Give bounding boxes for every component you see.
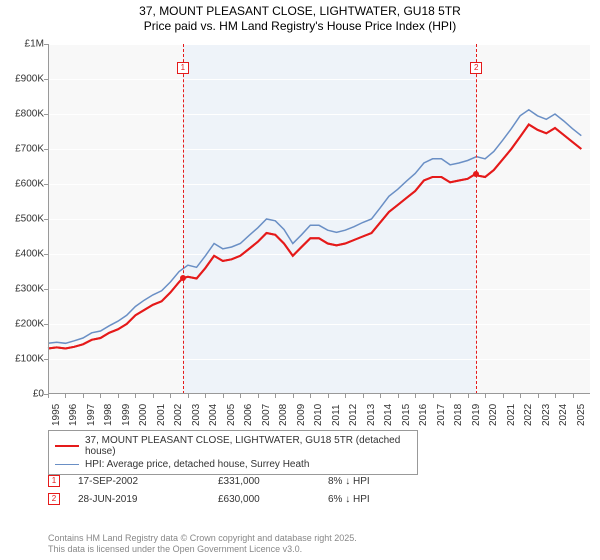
sale-marker-box-2: 2 [470, 62, 482, 74]
legend-label-price-paid: 37, MOUNT PLEASANT CLOSE, LIGHTWATER, GU… [85, 435, 411, 457]
legend-swatch-blue [55, 464, 79, 466]
sale-point-dot-1 [180, 275, 186, 281]
x-tick-label: 2006 [243, 404, 254, 426]
attribution-text: Contains HM Land Registry data © Crown c… [48, 533, 357, 556]
x-tick-label: 1997 [86, 404, 97, 426]
title-subtitle: Price paid vs. HM Land Registry's House … [0, 19, 600, 33]
title-block: 37, MOUNT PLEASANT CLOSE, LIGHTWATER, GU… [0, 0, 600, 33]
x-tick-label: 2012 [348, 404, 359, 426]
y-tick-label: £200K [0, 319, 44, 330]
y-tick-label: £100K [0, 354, 44, 365]
attribution-line-1: Contains HM Land Registry data © Crown c… [48, 533, 357, 545]
x-tick-label: 2019 [471, 404, 482, 426]
x-tick-label: 2023 [541, 404, 552, 426]
y-tick-label: £800K [0, 109, 44, 120]
y-tick-label: £0 [0, 389, 44, 400]
x-tick-label: 2022 [523, 404, 534, 426]
x-axis-line [48, 393, 590, 394]
y-tick-label: £900K [0, 74, 44, 85]
x-tick-label: 2007 [261, 404, 272, 426]
y-tick-label: £500K [0, 214, 44, 225]
x-tick-label: 1998 [103, 404, 114, 426]
x-tick-label: 2000 [138, 404, 149, 426]
legend-box: 37, MOUNT PLEASANT CLOSE, LIGHTWATER, GU… [48, 430, 418, 475]
x-tick-label: 2008 [278, 404, 289, 426]
x-tick-label: 1996 [68, 404, 79, 426]
x-tick-label: 2005 [226, 404, 237, 426]
title-address: 37, MOUNT PLEASANT CLOSE, LIGHTWATER, GU… [0, 4, 600, 18]
x-tick-label: 2021 [506, 404, 517, 426]
sale-price-2: £630,000 [218, 494, 328, 505]
sale-diff-2: 6% ↓ HPI [328, 494, 428, 505]
chart-container: 37, MOUNT PLEASANT CLOSE, LIGHTWATER, GU… [0, 0, 600, 560]
x-tick-label: 2018 [453, 404, 464, 426]
sale-marker-2: 2 [48, 493, 60, 505]
sale-marker-1: 1 [48, 475, 60, 487]
x-tick-label: 2002 [173, 404, 184, 426]
legend-item-price-paid: 37, MOUNT PLEASANT CLOSE, LIGHTWATER, GU… [55, 434, 411, 458]
y-axis-line [48, 44, 49, 394]
x-tick-label: 2015 [401, 404, 412, 426]
attribution-line-2: This data is licensed under the Open Gov… [48, 544, 357, 556]
x-tick-label: 2017 [436, 404, 447, 426]
legend-label-hpi: HPI: Average price, detached house, Surr… [85, 459, 309, 470]
sale-marker-box-1: 1 [177, 62, 189, 74]
legend-item-hpi: HPI: Average price, detached house, Surr… [55, 458, 411, 471]
x-tick-label: 2001 [156, 404, 167, 426]
sale-vline-1 [183, 44, 184, 394]
sale-vline-2 [476, 44, 477, 394]
sale-diff-1: 8% ↓ HPI [328, 476, 428, 487]
y-tick-label: £600K [0, 179, 44, 190]
sale-date-2: 28-JUN-2019 [78, 494, 218, 505]
y-tick-label: £400K [0, 249, 44, 260]
series-line-hpi [48, 110, 581, 343]
sale-row-2: 2 28-JUN-2019 £630,000 6% ↓ HPI [48, 490, 428, 508]
x-tick-label: 2014 [383, 404, 394, 426]
x-tick-label: 1999 [121, 404, 132, 426]
x-tick-label: 1995 [51, 404, 62, 426]
x-tick-label: 2020 [488, 404, 499, 426]
sale-point-dot-2 [473, 171, 479, 177]
x-tick-label: 2025 [576, 404, 587, 426]
sale-row-1: 1 17-SEP-2002 £331,000 8% ↓ HPI [48, 472, 428, 490]
line-series-svg [48, 44, 590, 394]
x-tick-label: 2004 [208, 404, 219, 426]
sales-table: 1 17-SEP-2002 £331,000 8% ↓ HPI 2 28-JUN… [48, 472, 428, 508]
x-tick-label: 2003 [191, 404, 202, 426]
sale-price-1: £331,000 [218, 476, 328, 487]
x-tick-label: 2010 [313, 404, 324, 426]
x-tick-label: 2009 [296, 404, 307, 426]
x-tick-label: 2016 [418, 404, 429, 426]
y-tick-label: £300K [0, 284, 44, 295]
chart-area: £0£100K£200K£300K£400K£500K£600K£700K£80… [48, 44, 590, 394]
x-tick-label: 2024 [558, 404, 569, 426]
legend-swatch-red [55, 445, 79, 447]
x-tick-label: 2013 [366, 404, 377, 426]
y-tick-label: £1M [0, 39, 44, 50]
x-tick-label: 2011 [331, 404, 342, 426]
y-tick-label: £700K [0, 144, 44, 155]
sale-date-1: 17-SEP-2002 [78, 476, 218, 487]
